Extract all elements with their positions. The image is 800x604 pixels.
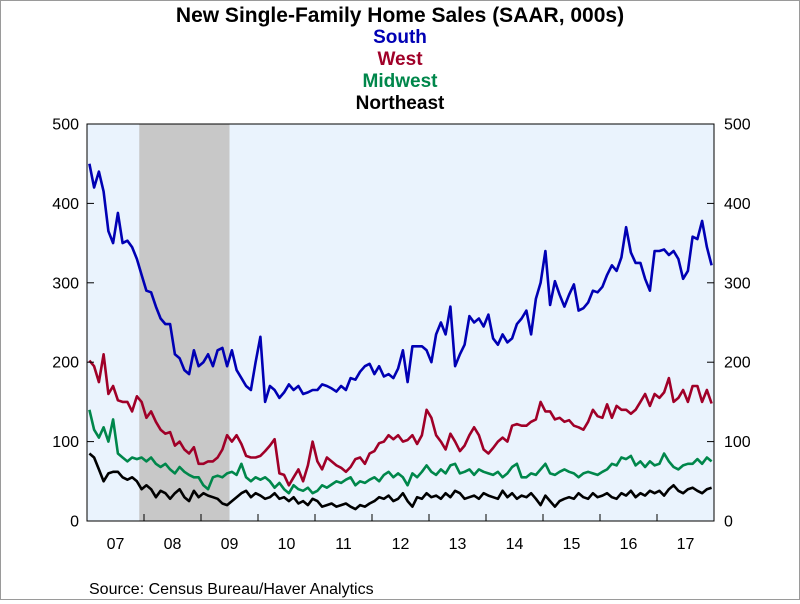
y-tick-label-left: 0: [70, 514, 79, 531]
y-tick-label-left: 100: [52, 434, 79, 451]
x-tick-label: 15: [563, 536, 581, 553]
series-line-northeast: [88, 452, 712, 511]
y-tick-label-right: 100: [724, 434, 751, 451]
y-tick-label-right: 0: [724, 514, 733, 531]
y-tick-label-right: 200: [724, 355, 751, 372]
recession-band: [139, 124, 230, 521]
y-tick-label-right: 400: [724, 196, 751, 213]
legend-midwest: Midwest: [363, 71, 439, 92]
x-tick-label: 09: [221, 536, 239, 553]
series-line-south: [88, 163, 713, 404]
legend-northeast: Northeast: [356, 93, 445, 114]
x-tick-label: 10: [278, 536, 296, 553]
series-layer: [88, 163, 713, 511]
axes: 0 100 200 300 400 500 0 100 200 300 400 500 07 08 09 10…: [52, 117, 751, 554]
y-tick-label-left: 200: [52, 355, 79, 372]
x-tick-label: 11: [335, 536, 352, 553]
x-tick-label: 07: [107, 536, 125, 553]
y-tick-label-right: 500: [724, 117, 751, 134]
x-tick-label: 12: [392, 536, 410, 553]
series-line-west: [88, 352, 713, 487]
x-tick-label: 14: [506, 536, 524, 553]
legend-south: South: [373, 27, 427, 48]
x-tick-label: 13: [449, 536, 467, 553]
source-note: Source: Census Bureau/Haver Analytics: [89, 581, 374, 598]
y-tick-label-left: 400: [52, 196, 79, 213]
y-tick-label-left: 500: [52, 117, 79, 134]
legend-west: West: [377, 49, 423, 70]
x-tick-label: 16: [620, 536, 638, 553]
plot-border: [86, 123, 715, 522]
chart-title: New Single-Family Home Sales (SAAR, 000s…: [176, 4, 624, 27]
y-tick-label-right: 300: [724, 275, 751, 292]
y-tick-label-left: 300: [52, 275, 79, 292]
series-line-midwest: [88, 409, 713, 495]
x-tick-label: 08: [164, 536, 182, 553]
x-tick-label: 17: [677, 536, 695, 553]
